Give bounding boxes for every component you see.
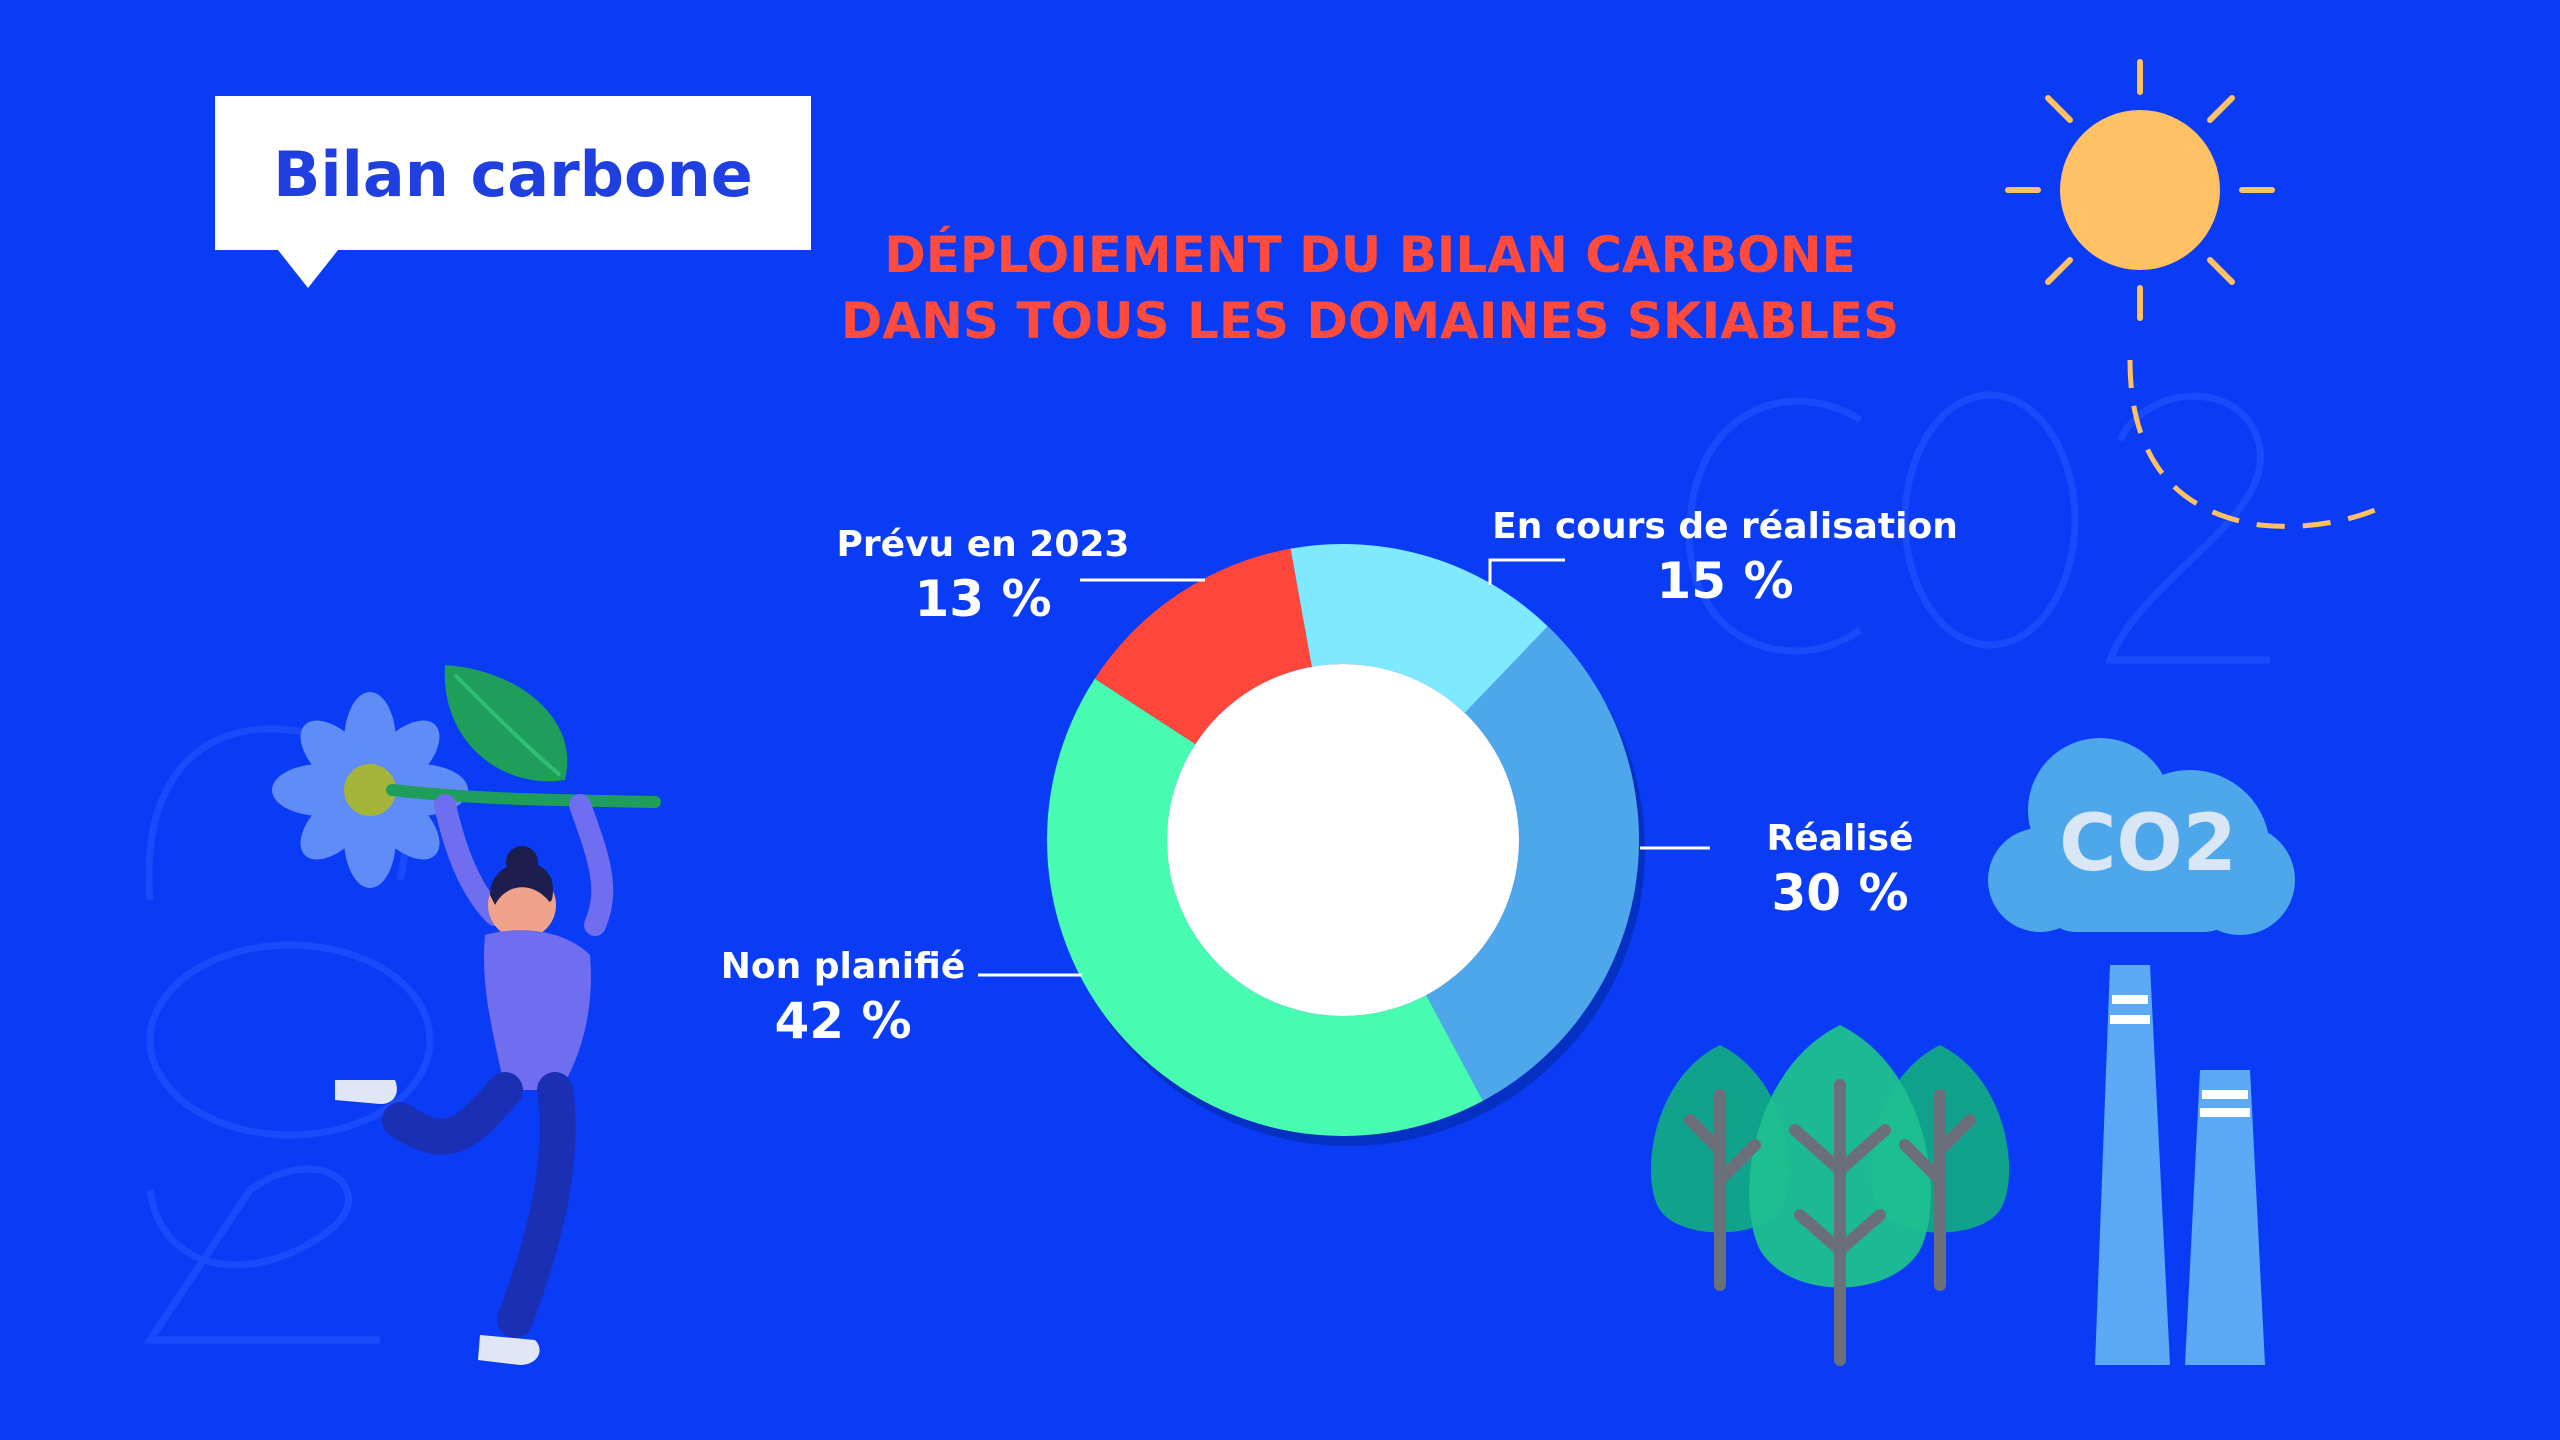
- leader-lines: [978, 558, 1710, 977]
- slice-non-planifie: [1047, 678, 1483, 1136]
- slice-realise: [1426, 626, 1639, 1101]
- title-tag: Bilan carbone: [215, 96, 811, 288]
- slice-value-realise: 30 %: [1771, 864, 1908, 922]
- co2-cloud-icon: CO2: [1988, 738, 2295, 935]
- tag-title: Bilan carbone: [273, 138, 753, 211]
- factory-chimneys-icon: [2095, 965, 2265, 1365]
- trees-icon: [1650, 1025, 2010, 1366]
- headline-line-2: DANS TOUS LES DOMAINES SKIABLES: [841, 292, 1899, 350]
- donut-hole: [1167, 664, 1519, 1016]
- slice-value-prevu: 13 %: [914, 570, 1051, 628]
- slice-en-cours: [1290, 544, 1548, 713]
- slice-label-non-planifie: Non planifié: [721, 946, 966, 987]
- sun-icon: [2005, 59, 2376, 529]
- slice-label-en-cours: En cours de réalisation: [1492, 506, 1958, 547]
- donut-chart: [1047, 544, 1645, 1146]
- slice-value-en-cours: 15 %: [1656, 552, 1793, 610]
- cloud-co2-label: CO2: [2059, 799, 2237, 889]
- slice-value-non-planifie: 42 %: [774, 992, 911, 1050]
- headline-line-1: DÉPLOIEMENT DU BILAN CARBONE: [884, 225, 1855, 284]
- person-with-flower-icon: [272, 665, 661, 1365]
- slice-label-prevu: Prévu en 2023: [837, 524, 1130, 565]
- leader-line-en-cours: [1488, 558, 1565, 585]
- slice-label-realise: Réalisé: [1767, 818, 1914, 859]
- ghost-co2-right-decoration: [1685, 391, 2270, 664]
- slice-prevu: [1094, 548, 1312, 745]
